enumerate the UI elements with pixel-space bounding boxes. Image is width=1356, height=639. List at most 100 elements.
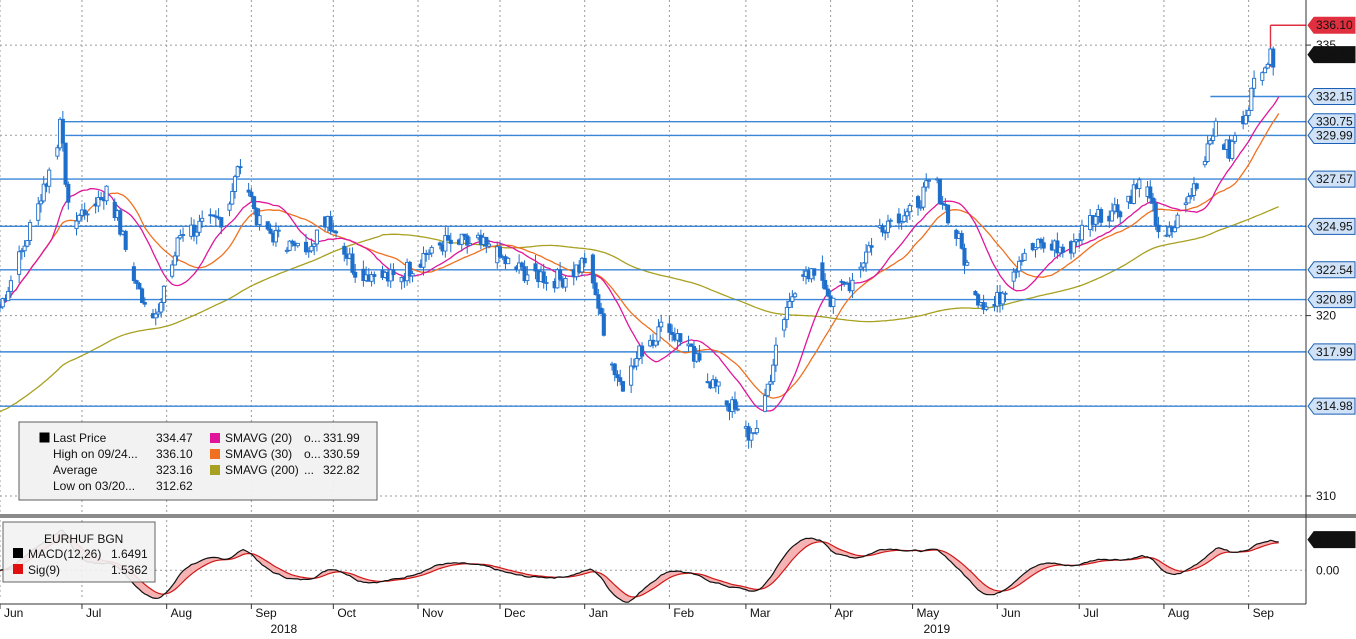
candle-body bbox=[1014, 270, 1019, 273]
candle-body bbox=[25, 240, 30, 247]
candle-body bbox=[249, 191, 254, 198]
candle-body bbox=[1017, 260, 1022, 272]
candle-body bbox=[705, 381, 710, 384]
candle-body bbox=[1205, 143, 1210, 162]
candle-body bbox=[771, 364, 776, 383]
tag-level-7-box bbox=[1307, 291, 1356, 309]
tag-level-4-label: 327.57 bbox=[1316, 172, 1353, 186]
candle-body bbox=[1175, 214, 1180, 229]
candle-body bbox=[1003, 292, 1008, 295]
candle-body bbox=[118, 210, 123, 235]
candle-body bbox=[421, 253, 426, 268]
candle-body bbox=[1137, 179, 1142, 189]
candle-body bbox=[888, 219, 893, 222]
candle-body bbox=[309, 245, 314, 252]
macd-legend-title: EURHUF BGN bbox=[44, 532, 123, 546]
candle-body bbox=[131, 266, 136, 282]
y-tick-label-0: 310 bbox=[1316, 489, 1336, 503]
macd-legend-value-0: 1.6491 bbox=[111, 547, 148, 561]
candle-body bbox=[1150, 197, 1156, 204]
candle-body bbox=[372, 274, 377, 277]
candle-body bbox=[41, 183, 46, 202]
candle-body bbox=[590, 254, 595, 284]
candle-body bbox=[1033, 247, 1038, 251]
candle-body bbox=[629, 365, 634, 386]
candle-body bbox=[749, 432, 754, 441]
candle-body bbox=[1260, 72, 1265, 81]
candle-body bbox=[940, 202, 945, 205]
candle-body bbox=[1022, 252, 1027, 261]
support-resistance-levels bbox=[0, 24, 1306, 407]
candle-body bbox=[200, 217, 205, 222]
sma-value-0: 331.99 bbox=[323, 431, 360, 445]
sma-sep-2: ... bbox=[304, 463, 314, 477]
candle-body bbox=[55, 147, 60, 157]
sma-sep-0: o... bbox=[304, 431, 321, 445]
candle-body bbox=[66, 183, 71, 203]
candle-body bbox=[63, 142, 68, 185]
candle-body bbox=[612, 363, 617, 376]
candle-body bbox=[22, 245, 27, 252]
candle-body bbox=[391, 269, 396, 276]
candle-body bbox=[790, 296, 795, 302]
candle-body bbox=[782, 319, 787, 331]
macd-legend-label-1: Sig(9) bbox=[28, 563, 60, 577]
candle-body bbox=[1189, 194, 1194, 198]
panel-divider bbox=[0, 514, 1356, 518]
candle-body bbox=[1265, 63, 1270, 69]
candle-body bbox=[918, 206, 923, 209]
candle-body bbox=[194, 231, 199, 237]
candle-body bbox=[976, 294, 981, 306]
x-tick-label-15: Sep bbox=[1253, 606, 1275, 620]
price-candles bbox=[0, 46, 1276, 449]
candle-body bbox=[634, 358, 639, 367]
candle-body bbox=[273, 229, 279, 243]
x-tick-label-6: Dec bbox=[504, 606, 525, 620]
candle-body bbox=[99, 197, 104, 200]
candle-body bbox=[1183, 202, 1188, 205]
tag-level-6-box bbox=[1307, 261, 1356, 279]
candle-body bbox=[1131, 184, 1136, 204]
candle-body bbox=[880, 225, 885, 233]
candle-body bbox=[689, 343, 694, 347]
candle-body bbox=[820, 262, 825, 281]
tag-last-price-box bbox=[1307, 46, 1356, 64]
candle-body bbox=[678, 333, 683, 343]
tag-level-2: 330.75 bbox=[1307, 113, 1356, 131]
candle-body bbox=[601, 313, 606, 336]
candle-body bbox=[656, 326, 661, 342]
sma-label-0: SMAVG (20) bbox=[225, 431, 292, 445]
x-tick-label-8: Feb bbox=[673, 606, 694, 620]
candle-body bbox=[1011, 271, 1016, 282]
macd-swatch-0 bbox=[13, 548, 23, 558]
candle-body bbox=[1156, 224, 1161, 233]
tag-level-1-label: 332.15 bbox=[1316, 89, 1353, 103]
candle-body bbox=[1038, 238, 1044, 244]
candle-body bbox=[462, 233, 467, 237]
x-tick-label-5: Nov bbox=[422, 606, 443, 620]
candle-body bbox=[465, 235, 470, 246]
macd-tick-label-0: 0.00 bbox=[1316, 563, 1340, 577]
candle-body bbox=[1030, 243, 1035, 251]
sma-value-2: 322.82 bbox=[323, 463, 360, 477]
candle-body bbox=[1252, 77, 1257, 89]
candle-body bbox=[907, 205, 912, 213]
candle-body bbox=[752, 432, 757, 435]
candle-body bbox=[1060, 246, 1065, 253]
tag-level-9-box bbox=[1307, 397, 1356, 415]
tag-level-9-label: 314.98 bbox=[1316, 399, 1353, 413]
tag-level-4-box bbox=[1307, 170, 1356, 188]
candle-body bbox=[519, 262, 524, 268]
candle-body bbox=[191, 224, 197, 237]
sma30-path bbox=[0, 113, 1280, 399]
candle-body bbox=[197, 220, 202, 233]
candle-body bbox=[429, 247, 434, 254]
sma-swatch-2 bbox=[210, 465, 220, 475]
candle-body bbox=[667, 323, 672, 333]
candle-body bbox=[1041, 242, 1046, 249]
candle-body bbox=[287, 240, 292, 251]
candle-body bbox=[181, 234, 186, 236]
legend-value-2: 323.16 bbox=[156, 463, 193, 477]
